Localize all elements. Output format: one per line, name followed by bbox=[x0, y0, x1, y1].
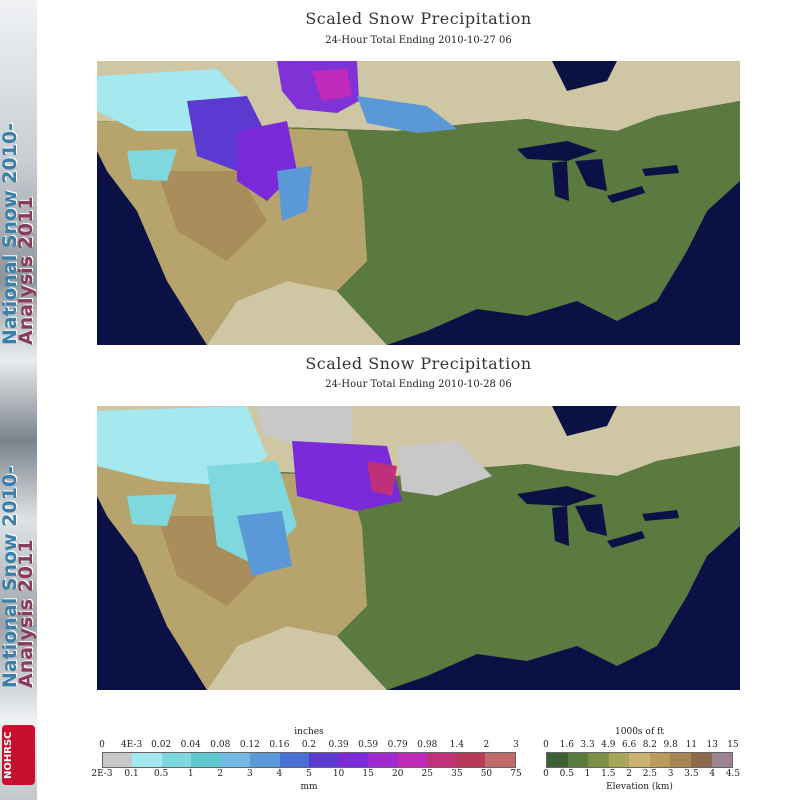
elev-tick-ft: 0 bbox=[543, 740, 549, 750]
precip-tick-inches: 0.39 bbox=[328, 740, 349, 750]
precip-tick-inches: 2 bbox=[483, 740, 490, 750]
precip-color-swatch bbox=[191, 753, 221, 767]
nohrsc-logo: NOHRSC bbox=[2, 725, 35, 785]
elev-tick-km: 1.5 bbox=[601, 769, 616, 779]
precip-tick-inches: 0.04 bbox=[180, 740, 201, 750]
map-2-title: Scaled Snow Precipitation bbox=[305, 354, 532, 373]
precip-color-swatch bbox=[250, 753, 280, 767]
elev-tick-km: 3.5 bbox=[684, 769, 699, 779]
precip-tick-inches: 0.98 bbox=[417, 740, 438, 750]
elev-tick-km: 2 bbox=[626, 769, 632, 779]
precip-color-swatch bbox=[338, 753, 368, 767]
precip-color-swatch bbox=[485, 753, 515, 767]
banner-text-top: National Snow 2010- Analysis 2011 bbox=[2, 122, 36, 345]
precip-color-swatch bbox=[161, 753, 192, 767]
elev-tick-ft: 13 bbox=[706, 740, 718, 750]
elev-tick-ft: 11 bbox=[685, 740, 698, 750]
elev-tick-km: 0.5 bbox=[559, 769, 574, 779]
elev-color-swatch bbox=[547, 753, 568, 767]
elev-tick-km: 3 bbox=[667, 769, 674, 779]
map-1-subtitle: 24-Hour Total Ending 2010-10-27 06 bbox=[325, 35, 512, 46]
precip-color-swatch bbox=[220, 753, 251, 767]
precip-color-swatch bbox=[132, 753, 162, 767]
elev-tick-ft: 3.3 bbox=[580, 740, 595, 750]
elev-color-swatch bbox=[608, 753, 630, 767]
map-1-graphic bbox=[97, 61, 740, 345]
map-2-graphic bbox=[97, 406, 740, 690]
elev-legend-colorbar bbox=[546, 752, 733, 768]
elev-legend-bottom-ticks: 0 0.5 1 1.5 2 2.5 3 3.5 4 4.5 bbox=[543, 769, 740, 780]
elev-tick-ft: 9.8 bbox=[663, 740, 678, 750]
precip-tick-mm: 1 bbox=[187, 769, 194, 779]
precip-tick-mm: 50 bbox=[480, 769, 493, 779]
precip-tick-mm: 10 bbox=[332, 769, 345, 779]
precip-color-swatch bbox=[279, 753, 309, 767]
elev-tick-km: 2.5 bbox=[642, 769, 658, 779]
precip-tick-inches: 3 bbox=[513, 740, 519, 750]
precip-tick-inches: 0.16 bbox=[269, 740, 290, 750]
elev-tick-km: 1 bbox=[584, 769, 591, 779]
precip-tick-mm: 0.1 bbox=[124, 769, 139, 779]
precip-legend-colorbar bbox=[102, 752, 516, 768]
precip-tick-mm: 5 bbox=[306, 769, 312, 779]
precip-legend-top-ticks: 0 4E-3 0.02 0.04 0.08 0.12 0.16 0.2 0.39 0.59 0.79… bbox=[99, 740, 519, 751]
precip-tick-mm: 0.5 bbox=[153, 769, 169, 779]
precip-tick-inches: 0.12 bbox=[239, 740, 260, 750]
precip-legend-bottom-unit: mm bbox=[300, 782, 318, 792]
precip-legend-bottom-ticks: 2E-3 0.1 0.5 1 2 3 4 5 10 15 20 25 35 50 75 bbox=[91, 769, 521, 780]
precip-color-swatch bbox=[456, 753, 486, 767]
elev-tick-ft: 15 bbox=[727, 740, 739, 750]
elev-tick-km: 4.5 bbox=[725, 769, 741, 779]
precip-tick-inches: 0.59 bbox=[358, 740, 379, 750]
elev-tick-km: 0 bbox=[543, 769, 549, 779]
precip-tick-mm: 2 bbox=[217, 769, 224, 779]
map-2-subtitle: 24-Hour Total Ending 2010-10-28 06 bbox=[325, 379, 512, 390]
elev-color-swatch bbox=[711, 753, 733, 767]
precip-tick-mm: 15 bbox=[362, 769, 374, 779]
precip-tick-mm: 20 bbox=[391, 769, 404, 779]
precip-tick-inches: 4E-3 bbox=[120, 740, 143, 750]
snow-map-1 bbox=[97, 61, 740, 345]
precip-tick-mm: 75 bbox=[510, 769, 522, 779]
elev-legend-top-ticks: 0 1.6 3.3 4.9 6.6 8.2 9.8 11 13 15 bbox=[543, 740, 739, 751]
precip-tick-inches: 0 bbox=[99, 740, 105, 750]
precip-color-swatch bbox=[103, 753, 133, 767]
precip-tick-inches: 0.08 bbox=[210, 740, 231, 750]
side-banner: National Snow 2010- Analysis 2011 Nationa… bbox=[0, 0, 37, 800]
precip-tick-inches: 0.79 bbox=[387, 740, 408, 750]
map-1-title: Scaled Snow Precipitation bbox=[305, 9, 532, 28]
precip-tick-inches: 0.02 bbox=[151, 740, 172, 750]
precip-legend-top-unit: inches bbox=[294, 727, 324, 737]
elev-tick-ft: 8.2 bbox=[642, 740, 658, 750]
precip-tick-inches: 1.4 bbox=[449, 740, 465, 750]
elev-color-swatch bbox=[629, 753, 650, 767]
precip-tick-mm: 4 bbox=[276, 769, 283, 779]
precip-color-swatch bbox=[426, 753, 457, 767]
precip-tick-mm: 3 bbox=[246, 769, 253, 779]
snow-map-2 bbox=[97, 406, 740, 690]
precip-tick-mm: 35 bbox=[451, 769, 463, 779]
elev-color-swatch bbox=[670, 753, 691, 767]
precip-color-swatch bbox=[308, 753, 339, 767]
elev-tick-km: 4 bbox=[709, 769, 716, 779]
elev-tick-ft: 6.6 bbox=[621, 740, 637, 750]
elev-color-swatch bbox=[649, 753, 671, 767]
elev-tick-ft: 1.6 bbox=[559, 740, 574, 750]
elev-color-swatch bbox=[567, 753, 589, 767]
elev-color-swatch bbox=[690, 753, 712, 767]
precip-color-swatch bbox=[367, 753, 398, 767]
banner-text-bottom: National Snow 2010- Analysis 2011 bbox=[2, 465, 36, 688]
precip-color-swatch bbox=[397, 753, 427, 767]
elev-legend-bottom-unit: Elevation (km) bbox=[606, 782, 673, 792]
elev-tick-ft: 4.9 bbox=[601, 740, 616, 750]
precip-tick-inches: 0.2 bbox=[301, 740, 317, 750]
elev-color-swatch bbox=[588, 753, 609, 767]
elev-legend-top-unit: 1000s of ft bbox=[615, 727, 664, 737]
precip-tick-mm: 25 bbox=[421, 769, 434, 779]
precip-tick-mm: 2E-3 bbox=[91, 769, 113, 779]
